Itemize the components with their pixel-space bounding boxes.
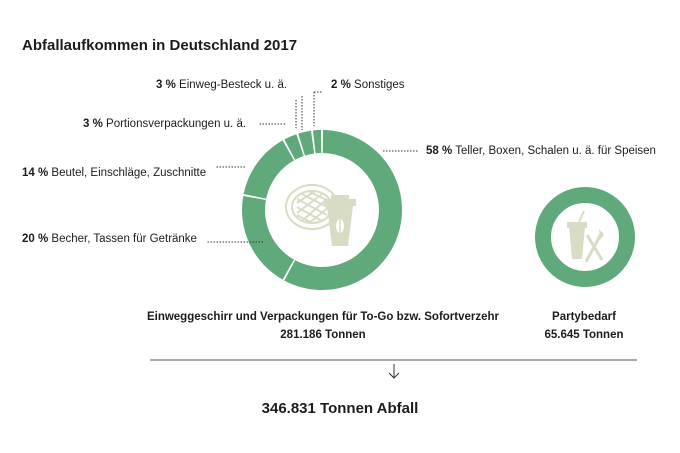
segment-label-beutel: 14 % Beutel, Einschläge, Zuschnitte xyxy=(22,167,207,179)
amount-to-go: 281.186 Tonnen xyxy=(280,329,366,341)
caption-partybedarf: Partybedarf xyxy=(552,311,616,323)
donut-partybedarf xyxy=(535,187,635,287)
donut-slice-2 xyxy=(243,140,294,199)
donut-slice-5 xyxy=(312,130,322,154)
segment-label-einweg-besteck: 3 % Einweg-Besteck u. ä. xyxy=(156,79,288,91)
caption-to-go: Einweggeschirr und Verpackungen für To-G… xyxy=(146,311,500,323)
amount-partybedarf: 65.645 Tonnen xyxy=(544,329,624,341)
donut-slice-3 xyxy=(284,134,304,160)
total-waste: 346.831 Tonnen Abfall xyxy=(261,400,419,417)
segment-label-sonstiges: 2 % Sonstiges xyxy=(331,79,405,91)
donut-slice-partybedarf xyxy=(535,187,635,287)
segment-label-portionsverpackungen: 3 % Portionsverpackungen u. ä. xyxy=(83,118,247,130)
leader-lines xyxy=(206,91,418,243)
segment-label-becher: 20 % Becher, Tassen für Getränke xyxy=(22,233,197,245)
donut-slice-0 xyxy=(284,130,402,291)
donut-to-go xyxy=(242,130,402,291)
party-cup-and-cutlery-icon xyxy=(567,210,604,263)
donut-slice-4 xyxy=(298,130,315,156)
donut-slice-1 xyxy=(242,195,294,280)
food-container-and-coffee-cup-icon xyxy=(285,184,356,246)
down-arrow-icon xyxy=(388,364,400,379)
chart-title: Abfallaufkommen in Deutschland 2017 xyxy=(22,37,298,54)
segment-label-teller-boxen: 58 % Teller, Boxen, Schalen u. ä. für Sp… xyxy=(426,145,656,157)
